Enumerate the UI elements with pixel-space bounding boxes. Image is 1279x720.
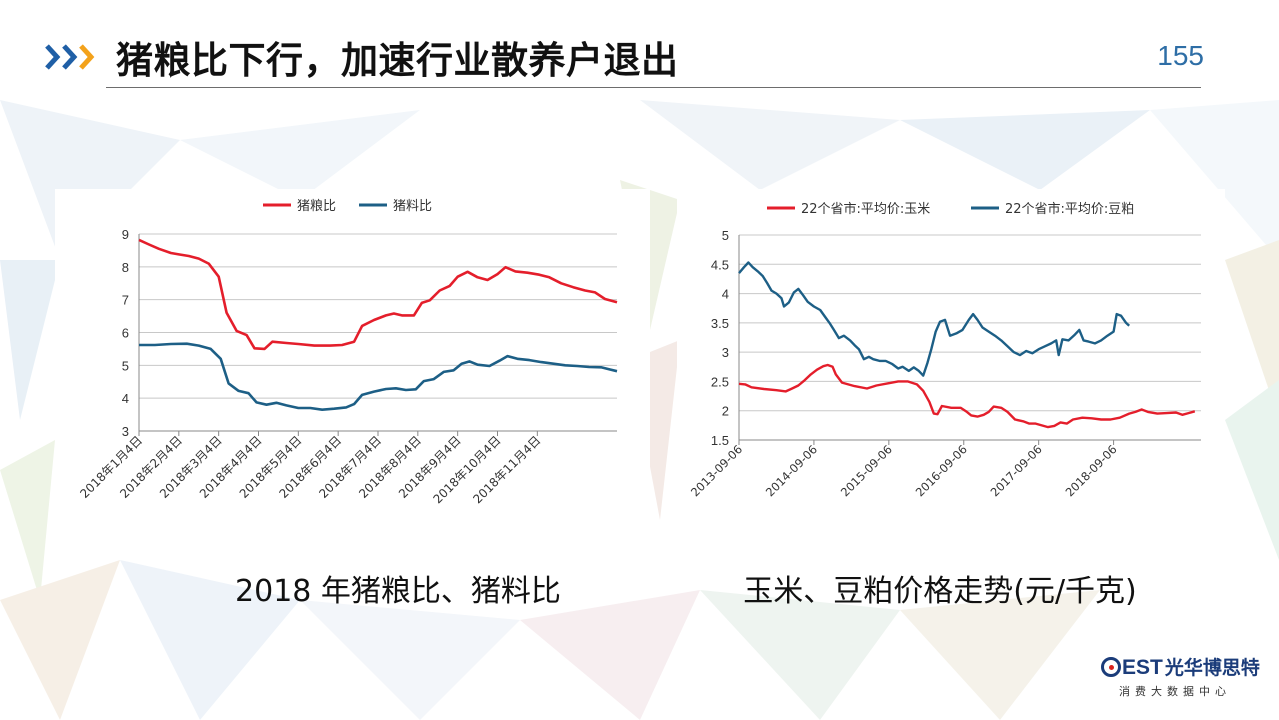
legend-label: 猪粮比 <box>297 199 336 214</box>
y-tick-label: 9 <box>122 227 129 242</box>
y-tick-label: 1.5 <box>711 433 729 448</box>
chart-caption-left: 2018 年猪粮比、猪料比 <box>235 574 561 609</box>
logo-subtitle: 消费大数据中心 <box>1119 685 1231 698</box>
page-title: 猪粮比下行，加速行业散养户退出 <box>116 39 679 82</box>
x-tick-label: 2013-09-06 <box>688 442 745 499</box>
chart-panel-pig-grain-ratio: 3 4 5 6 7 8 9 2018年1月4日 2018年2月4日 2018年3月4日 2018年4… <box>55 189 650 544</box>
y-tick-label: 4 <box>722 287 729 302</box>
logo-brand-cn: 光华博思特 <box>1164 657 1260 679</box>
y-tick-label: 5 <box>122 358 129 373</box>
y-tick-label: 3 <box>122 424 129 439</box>
series-line <box>138 238 618 351</box>
x-tick-label: 2018年11月4日 <box>470 433 543 506</box>
x-tick-label: 2016-09-06 <box>913 442 970 499</box>
y-tick-label: 6 <box>122 326 129 341</box>
title-chevron-icon <box>45 44 95 70</box>
series-line <box>139 342 618 411</box>
logo-brand-latin: EST <box>1122 656 1163 679</box>
title-divider <box>106 87 1201 88</box>
company-logo: EST 光华博思特 消费大数据中心 <box>1101 653 1261 703</box>
y-tick-label: 8 <box>122 260 129 275</box>
legend-label: 猪料比 <box>393 199 432 214</box>
x-tick-label: 2017-09-06 <box>988 442 1045 499</box>
y-tick-label: 7 <box>122 293 129 308</box>
y-tick-label: 4 <box>122 391 129 406</box>
y-tick-label: 3.5 <box>711 316 729 331</box>
chart-caption-right: 玉米、豆粕价格走势(元/千克) <box>743 574 1137 609</box>
series-line <box>738 261 1131 377</box>
pig-ratio-chart: 34567892018年1月4日2018年2月4日2018年3月4日2018年4… <box>77 199 618 506</box>
y-tick-label: 4.5 <box>711 257 729 272</box>
x-tick-label: 2014-09-06 <box>763 442 820 499</box>
chart-panel-corn-soymeal-price: 1.5 2 2.5 3 3.5 4 4.5 5 2013-09-06 2014-09-06 2015… <box>677 189 1225 544</box>
corn-soymeal-price-chart: 1.5 2 2.5 3 3.5 4 4.5 5 2013-09-06 2014-09-06 2015… <box>688 201 1201 499</box>
y-tick-label: 2 <box>722 404 729 419</box>
y-tick-label: 5 <box>722 228 729 243</box>
series-line <box>738 363 1196 429</box>
legend-label: 22个省市:平均价:玉米 <box>801 201 930 217</box>
y-tick-label: 2.5 <box>711 374 729 389</box>
x-tick-label: 2015-09-06 <box>838 442 895 499</box>
y-tick-label: 3 <box>722 345 729 360</box>
x-tick-label: 2018-09-06 <box>1063 442 1120 499</box>
x-tick-label: 2018年10月4日 <box>430 433 503 506</box>
page-number: 155 <box>1157 40 1204 71</box>
logo-badge-icon <box>1101 657 1121 677</box>
legend-label: 22个省市:平均价:豆粕 <box>1005 201 1134 217</box>
